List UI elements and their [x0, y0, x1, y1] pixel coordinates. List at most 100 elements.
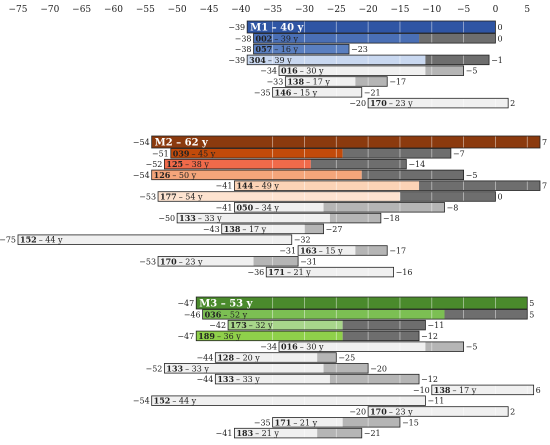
start-value-label: −43	[203, 225, 220, 234]
start-value-label: −54	[133, 171, 150, 180]
patient-label: 183– 21 y	[236, 428, 279, 438]
x-tick-label: −40	[231, 5, 250, 15]
patient-bar: −75 −32 152– 44 y	[0, 234, 311, 245]
patient-bar: −34 −5 016– 30 y	[260, 341, 477, 352]
patient-label: 050– 34 y	[236, 202, 279, 212]
end-value-label: −31	[300, 257, 317, 266]
bar-segment	[151, 395, 426, 406]
end-value-label: 2	[510, 99, 515, 108]
patient-label: 170– 23 y	[160, 256, 203, 266]
start-value-label: −47	[177, 332, 194, 341]
patient-label: 189– 36 y	[198, 331, 241, 341]
start-value-label: −41	[216, 429, 233, 438]
patient-id: 144	[236, 181, 253, 191]
start-value-label: −53	[139, 193, 156, 202]
bar-segment	[234, 202, 324, 213]
end-value-label: −12	[421, 332, 438, 341]
end-value-label: 5	[529, 310, 534, 319]
bar-segment	[425, 341, 464, 352]
end-value-label: −11	[427, 321, 444, 330]
x-tick-label: −15	[390, 5, 409, 15]
start-value-label: −38	[235, 45, 252, 54]
bar-segment	[342, 148, 451, 159]
start-value-label: −53	[139, 257, 156, 266]
x-tick-label: −50	[168, 5, 187, 15]
start-value-label: −54	[133, 138, 150, 147]
end-value-label: −27	[326, 225, 343, 234]
bar-segment	[304, 224, 324, 234]
patient-age: – 30 y	[300, 343, 324, 352]
patient-label: 133– 33 y	[217, 374, 260, 384]
patient-bar: −53 0 177– 54 y	[139, 191, 503, 202]
patient-id: 171	[275, 417, 292, 427]
patient-id: 036	[205, 309, 222, 319]
bar-outline	[221, 223, 324, 235]
patient-id: 133	[217, 374, 234, 384]
bar-segment	[310, 159, 407, 169]
patient-label: 146– 15 y	[275, 87, 318, 97]
patient-id: 189	[198, 331, 215, 341]
bar-segment	[202, 309, 445, 320]
patient-bar: −52 −20 133– 33 y	[146, 363, 387, 374]
bar-segment	[399, 191, 496, 202]
patient-bar: −39 −1 304– 39 y	[228, 54, 503, 66]
patient-label: 177– 54 y	[160, 192, 203, 202]
patient-age: – 36 y	[217, 332, 241, 341]
patient-bar: −51 −7 039– 45 y	[152, 148, 465, 159]
patient-label: 016– 30 y	[281, 342, 324, 352]
bar-outline	[164, 363, 369, 374]
patient-id: 138	[287, 77, 304, 87]
x-tick-label: −70	[40, 5, 59, 15]
patient-age: – 17 y	[242, 225, 266, 234]
end-value-label: −20	[370, 364, 387, 373]
bar-outline	[272, 87, 363, 98]
bar-outline	[297, 245, 388, 256]
start-value-label: −39	[228, 56, 245, 65]
patient-id: 138	[224, 224, 241, 234]
bar-segment	[215, 352, 318, 363]
patient-label: 163– 15 y	[300, 246, 343, 256]
bar-outline	[246, 20, 496, 34]
patient-age: – 34 y	[255, 203, 279, 212]
bar-segment	[272, 417, 343, 428]
patient-bar: −10 6 138– 17 y	[413, 384, 541, 396]
patient-id: 170	[370, 407, 387, 417]
bar-outline	[265, 266, 394, 278]
patient-label: 173– 32 y	[230, 320, 273, 330]
patient-age: – 21 y	[255, 429, 279, 438]
bar-outline	[157, 191, 496, 202]
patient-age: – 21 y	[287, 268, 311, 277]
end-value-label: −21	[364, 429, 381, 438]
patient-bar: −31 −17 163– 15 y	[279, 245, 406, 256]
end-value-label: 0	[497, 23, 502, 32]
x-tick-label: −55	[136, 5, 155, 15]
start-value-label: −31	[279, 247, 296, 256]
patient-age: – 15 y	[319, 247, 343, 256]
patient-bar: −35 −15 171– 21 y	[254, 417, 419, 428]
end-value-label: −5	[466, 171, 478, 180]
bar-segment	[317, 352, 337, 363]
x-tick-label: −60	[104, 5, 123, 15]
patient-bar: −38 0 002– 39 y	[235, 33, 503, 44]
bar-outline	[195, 330, 420, 342]
patient-label: 057– 16 y	[256, 44, 299, 54]
start-value-label: −46	[184, 310, 201, 319]
bar-outline	[246, 54, 490, 66]
start-value-label: −41	[216, 203, 233, 212]
bar-outline	[195, 296, 528, 310]
bar-segment	[368, 98, 509, 108]
end-value-label: −1	[491, 56, 503, 65]
bar-segment	[228, 320, 343, 330]
bar-outline	[234, 180, 541, 191]
bar-segment	[342, 331, 420, 341]
end-value-label: −15	[402, 418, 419, 427]
patient-age: – 16 y	[274, 45, 298, 54]
patient-bar: −38 −23 057– 16 y	[235, 43, 368, 55]
patient-id: 183	[236, 428, 253, 438]
patient-age: – 44 y	[39, 236, 63, 245]
end-value-label: 7	[542, 138, 547, 147]
start-value-label: −42	[209, 321, 226, 330]
bar-outline	[272, 417, 401, 428]
bar-outline	[214, 352, 337, 363]
